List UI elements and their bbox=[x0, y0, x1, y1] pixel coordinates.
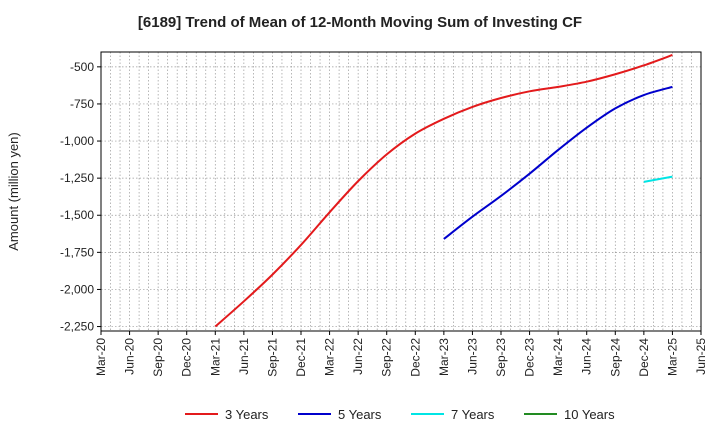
y-axis-title: Amount (million yen) bbox=[6, 132, 21, 251]
x-axis-ticks: Mar-20 Jun-20 Sep-20 Dec-20 Mar-21 Jun-21 Sep-… bbox=[94, 331, 708, 377]
x-tick-label: Mar-23 bbox=[437, 338, 451, 376]
y-tick-label: -1,000 bbox=[60, 134, 94, 148]
x-tick-label: Sep-24 bbox=[608, 338, 622, 377]
x-tick-label: Mar-22 bbox=[323, 338, 337, 376]
series-layer bbox=[214, 54, 673, 328]
x-tick-label: Dec-20 bbox=[180, 338, 194, 377]
chart-title: [6189] Trend of Mean of 12-Month Moving … bbox=[137, 14, 583, 31]
x-tick-label: Mar-25 bbox=[665, 338, 679, 376]
legend-label: 7 Years bbox=[451, 407, 495, 422]
x-tick-label: Sep-21 bbox=[265, 338, 279, 377]
x-tick-label: Dec-22 bbox=[408, 338, 422, 377]
x-tick-label: Jun-22 bbox=[351, 338, 365, 375]
x-tick-label: Jun-21 bbox=[237, 338, 251, 375]
legend-label: 10 Years bbox=[564, 407, 615, 422]
x-tick-label: Mar-21 bbox=[208, 338, 222, 376]
x-tick-label: Jun-20 bbox=[123, 338, 137, 375]
y-tick-label: -1,500 bbox=[60, 208, 94, 222]
x-tick-label: Jun-24 bbox=[580, 338, 594, 375]
plot-frame bbox=[100, 51, 702, 332]
grid-layer bbox=[100, 52, 702, 331]
x-tick-label: Dec-21 bbox=[294, 338, 308, 377]
x-tick-label: Jun-25 bbox=[694, 338, 708, 375]
y-axis-ticks: -500 -750 -1,000 -1,250 -1,500 -1,750 -2,000 -2… bbox=[60, 60, 101, 334]
legend-label: 3 Years bbox=[225, 407, 269, 422]
series-line-3-years bbox=[214, 54, 673, 328]
y-tick-label: -2,250 bbox=[60, 320, 94, 334]
series-line-5-years bbox=[443, 85, 673, 240]
y-tick-label: -1,750 bbox=[60, 245, 94, 259]
y-tick-label: -2,000 bbox=[60, 282, 94, 296]
x-tick-label: Dec-23 bbox=[523, 338, 537, 377]
y-tick-label: -750 bbox=[70, 97, 94, 111]
x-tick-label: Sep-20 bbox=[151, 338, 165, 377]
series-line-7-years bbox=[643, 175, 673, 183]
x-tick-label: Sep-22 bbox=[380, 338, 394, 377]
y-tick-label: -500 bbox=[70, 60, 94, 74]
x-tick-label: Sep-23 bbox=[494, 338, 508, 377]
x-tick-label: Mar-24 bbox=[551, 338, 565, 376]
legend-label: 5 Years bbox=[338, 407, 382, 422]
x-tick-label: Mar-20 bbox=[94, 338, 108, 376]
legend: 3 Years 5 Years 7 Years 10 Years bbox=[185, 407, 615, 422]
x-tick-label: Jun-23 bbox=[465, 338, 479, 375]
y-tick-label: -1,250 bbox=[60, 171, 94, 185]
x-tick-label: Dec-24 bbox=[637, 338, 651, 377]
